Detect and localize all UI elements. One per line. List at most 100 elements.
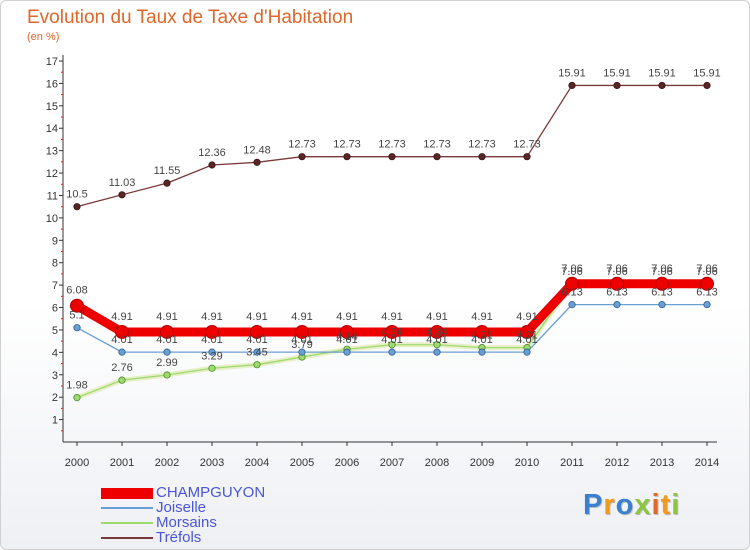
data-point bbox=[385, 324, 399, 339]
data-point bbox=[73, 394, 81, 402]
data-label: 7.06 bbox=[561, 263, 582, 275]
data-label: 4.01 bbox=[426, 334, 447, 346]
x-tick-label: 2013 bbox=[650, 457, 674, 469]
y-tick-label: 17 bbox=[46, 56, 58, 68]
legend-swatch bbox=[101, 537, 153, 539]
legend-swatch bbox=[101, 487, 153, 499]
data-label: 4.21 bbox=[516, 330, 537, 342]
x-tick-label: 2014 bbox=[695, 457, 719, 469]
data-point bbox=[298, 153, 306, 161]
x-tick-label: 2012 bbox=[605, 457, 629, 469]
data-label: 4.14 bbox=[336, 331, 357, 343]
data-point bbox=[115, 324, 129, 339]
data-label: 4.91 bbox=[246, 311, 267, 323]
data-point bbox=[253, 361, 261, 369]
data-label: 6.13 bbox=[651, 287, 672, 299]
y-tick-label: 10 bbox=[46, 213, 58, 225]
data-point bbox=[658, 81, 666, 90]
legend-label: CHAMPGUYON bbox=[156, 484, 266, 501]
data-label: 6.13 bbox=[606, 287, 627, 299]
data-label: 4.91 bbox=[336, 311, 357, 323]
data-point bbox=[118, 191, 126, 199]
data-point bbox=[658, 301, 666, 309]
data-label: 4.01 bbox=[111, 334, 132, 346]
logo-letter: i bbox=[651, 489, 661, 521]
data-label: 12.73 bbox=[423, 139, 451, 151]
legend-label: Joiselle bbox=[156, 499, 207, 516]
data-point bbox=[433, 153, 441, 161]
y-tick-label: 15 bbox=[46, 101, 58, 113]
data-point bbox=[703, 301, 711, 309]
data-label: 4.21 bbox=[471, 330, 492, 342]
data-label: 3.45 bbox=[246, 347, 267, 359]
data-label: 7.06 bbox=[561, 266, 582, 278]
data-point bbox=[433, 341, 441, 349]
data-point bbox=[388, 341, 396, 349]
data-label: 4.01 bbox=[201, 334, 222, 346]
y-tick-label: 6 bbox=[52, 303, 58, 315]
data-label: 4.91 bbox=[516, 311, 537, 323]
chart-subtitle: (en %) bbox=[27, 31, 60, 43]
data-label: 4.01 bbox=[516, 334, 537, 346]
data-label: 12.73 bbox=[468, 139, 496, 151]
y-tick-label: 2 bbox=[52, 392, 58, 404]
y-tick-label: 16 bbox=[46, 78, 58, 90]
data-label: 4.34 bbox=[381, 327, 402, 339]
legend-swatch bbox=[101, 522, 153, 524]
x-tick-label: 2000 bbox=[65, 457, 89, 469]
x-tick-label: 2009 bbox=[470, 457, 494, 469]
data-point bbox=[703, 81, 711, 90]
data-label: 15.91 bbox=[603, 67, 631, 79]
y-tick-label: 9 bbox=[52, 235, 58, 247]
x-tick-label: 2005 bbox=[290, 457, 314, 469]
data-point bbox=[253, 348, 261, 356]
data-point bbox=[613, 301, 621, 309]
data-point bbox=[73, 203, 81, 211]
data-point bbox=[433, 348, 441, 356]
y-tick-label: 1 bbox=[52, 415, 58, 427]
data-label: 12.48 bbox=[243, 144, 271, 156]
data-label: 4.01 bbox=[471, 334, 492, 346]
y-tick-label: 11 bbox=[47, 190, 58, 202]
data-label: 2.76 bbox=[111, 362, 132, 374]
x-tick-label: 2010 bbox=[515, 457, 539, 469]
data-label: 4.01 bbox=[156, 334, 177, 346]
x-tick-label: 2007 bbox=[380, 457, 404, 469]
y-tick-label: 3 bbox=[52, 370, 58, 382]
data-point bbox=[73, 324, 81, 332]
data-label: 3.79 bbox=[291, 339, 312, 351]
data-label: 6.08 bbox=[66, 285, 87, 297]
data-label: 7.06 bbox=[606, 263, 627, 275]
data-point bbox=[163, 348, 171, 356]
data-point bbox=[298, 348, 306, 356]
data-point bbox=[295, 324, 309, 339]
data-point bbox=[610, 276, 624, 291]
data-point bbox=[655, 276, 669, 291]
logo-letter: r bbox=[603, 489, 616, 521]
data-point bbox=[163, 371, 171, 379]
data-label: 3.29 bbox=[201, 350, 222, 362]
data-point bbox=[523, 348, 531, 356]
data-point bbox=[478, 153, 486, 161]
proxiti-logo: Proxiti bbox=[583, 489, 680, 522]
data-label: 7.06 bbox=[606, 266, 627, 278]
y-tick-label: 13 bbox=[46, 146, 58, 158]
legend-label: Tréfols bbox=[156, 529, 202, 546]
legend-swatch bbox=[101, 507, 153, 509]
y-tick-label: 12 bbox=[46, 168, 58, 180]
x-tick-label: 2001 bbox=[110, 457, 134, 469]
data-label: 11.03 bbox=[109, 177, 136, 189]
data-point bbox=[118, 348, 126, 356]
x-tick-label: 2008 bbox=[425, 457, 449, 469]
data-label: 7.06 bbox=[651, 263, 672, 275]
data-label: 4.91 bbox=[471, 311, 492, 323]
data-label: 4.91 bbox=[381, 311, 402, 323]
data-label: 4.01 bbox=[246, 334, 267, 346]
data-label: 12.36 bbox=[198, 147, 226, 159]
logo-letter: o bbox=[615, 489, 635, 521]
data-label: 12.73 bbox=[513, 139, 541, 151]
data-label: 2.99 bbox=[156, 357, 177, 369]
data-label: 4.01 bbox=[336, 334, 357, 346]
data-label: 11.55 bbox=[154, 165, 181, 177]
